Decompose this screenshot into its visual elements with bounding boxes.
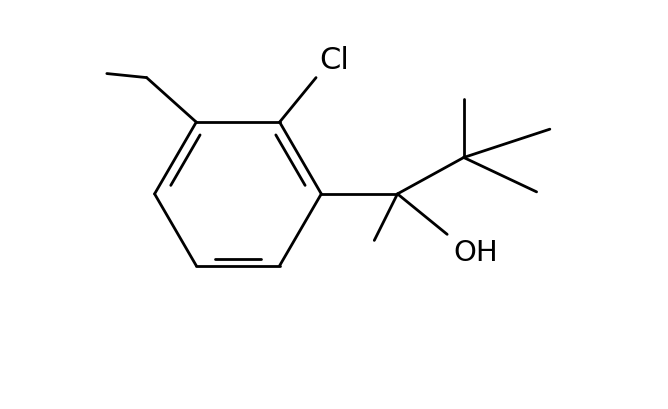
Text: OH: OH (454, 239, 498, 267)
Text: Cl: Cl (319, 45, 349, 74)
